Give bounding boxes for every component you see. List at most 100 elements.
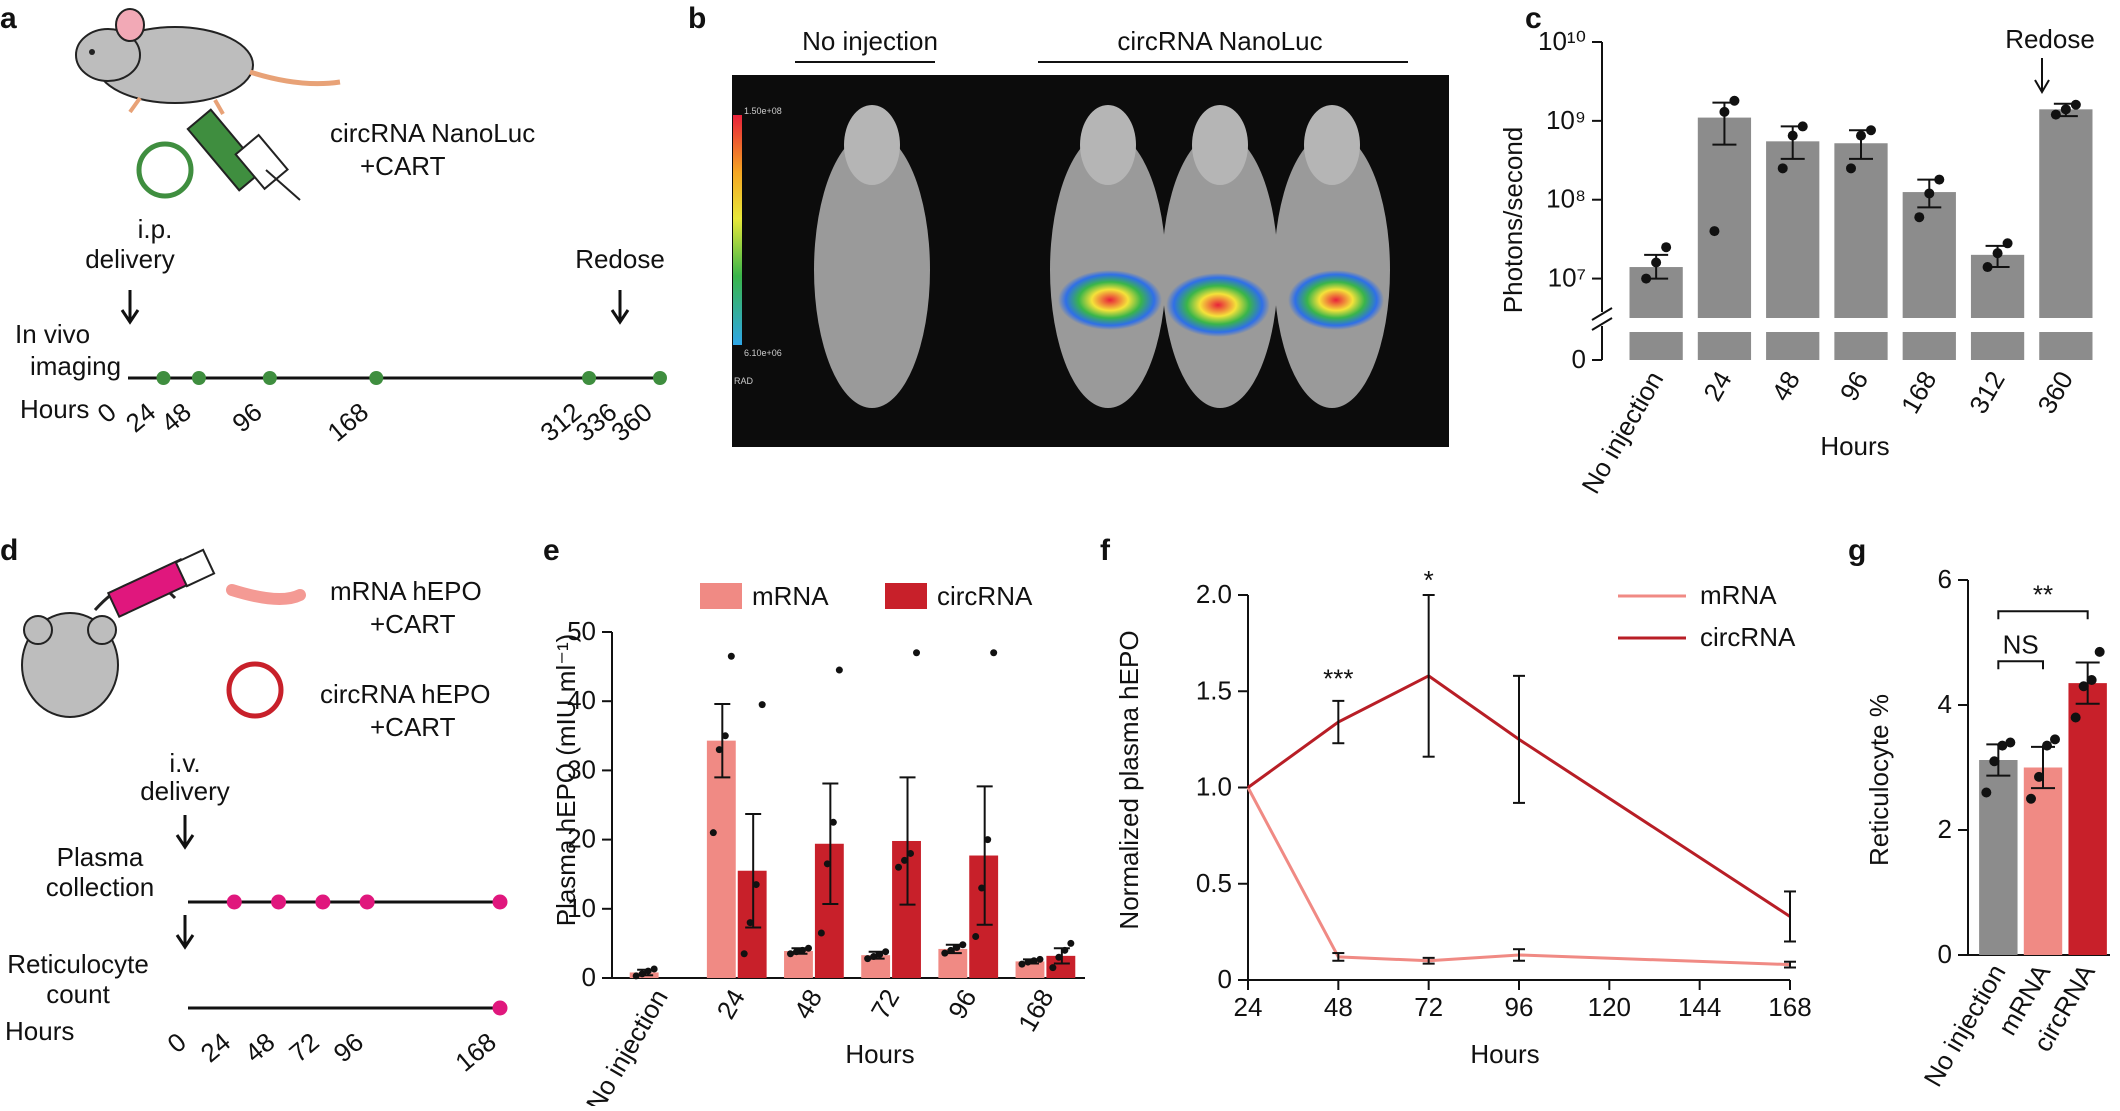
g-yticklabel-0: 0 (1938, 939, 1952, 969)
g-point-1-1 (2034, 771, 2044, 782)
c-yticklabel-2: 10⁸ (1546, 184, 1586, 214)
e-point-0-4-3 (959, 941, 967, 949)
d-retic-dot-168 (492, 1000, 508, 1016)
g-yticklabel-1: 2 (1938, 814, 1952, 844)
c-point-4-0 (1914, 212, 1925, 223)
e-point-0-4-2 (953, 944, 961, 952)
e-point-1-5-1 (1055, 953, 1063, 961)
g-ylabel: Reticulocyte % (1864, 694, 1894, 866)
e-xtick-4: 96 (942, 984, 982, 1024)
a-tick-48: 48 (155, 397, 196, 439)
e-point-1-1-0 (740, 950, 748, 958)
d-mrna-2: +CART (370, 609, 456, 639)
a-dot-24 (156, 371, 171, 385)
panel-f-letter: f (1100, 534, 1111, 567)
d-plasma-dot-72 (315, 894, 331, 910)
d-plasma-dot-24 (226, 894, 242, 910)
e-point-0-4-0 (941, 949, 949, 957)
c-yticklabel-4: 10¹⁰ (1538, 26, 1586, 56)
c-point-6-0 (2050, 109, 2061, 120)
c-point-4-2 (1934, 174, 1945, 185)
e-legend-swatch-1 (885, 583, 927, 609)
f-legend-label-1: circRNA (1700, 622, 1796, 652)
g-point-1-3 (2050, 734, 2060, 745)
c-bar-base-3 (1834, 332, 1888, 360)
c-xtick-4: 168 (1895, 366, 1943, 419)
e-point-1-2-1 (823, 860, 831, 868)
e-ylabel: Plasma hEPO (mIU ml⁻¹) (551, 634, 581, 927)
a-dot-360 (653, 371, 667, 385)
g-point-0-0 (1981, 787, 1992, 798)
g-point-2-3 (2094, 646, 2105, 657)
e-point-0-4-1 (947, 946, 955, 954)
g-point-1-2 (2042, 740, 2052, 751)
panel-a: a circRNA NanoLuc +CART i.p. delivery Re… (0, 2, 667, 447)
e-point-0-3-3 (882, 948, 890, 956)
f-xticklabel-6: 168 (1768, 992, 1811, 1022)
f-xticklabel-2: 72 (1414, 992, 1443, 1022)
c-xtick-1: 24 (1697, 366, 1737, 406)
e-point-1-3-3 (913, 649, 921, 657)
e-point-0-2-2 (798, 946, 806, 954)
e-bar-0-1 (706, 740, 736, 978)
g-point-1-0 (2026, 793, 2036, 804)
d-plasma-dot-96 (359, 894, 375, 910)
f-line-0 (1246, 786, 1791, 967)
c-bar-base-2 (1766, 332, 1820, 360)
c-bar-6 (2039, 109, 2093, 319)
f-yticklabel-3: 1.5 (1196, 675, 1232, 705)
c-xtick-0: No injection (1575, 366, 1669, 499)
d-retic-2: count (46, 979, 110, 1009)
c-point-0-1 (1651, 257, 1662, 268)
panel-a-letter: a (0, 2, 17, 35)
c-point-3-0 (1846, 163, 1856, 174)
circrna-icon (136, 141, 194, 199)
e-yticklabel-3: 30 (567, 754, 596, 784)
c-bar-base-1 (1697, 332, 1752, 360)
b-scale-unit: RAD (734, 376, 754, 386)
g-sig-label-0: NS (2003, 629, 2039, 659)
f-xticklabel-4: 120 (1588, 992, 1631, 1022)
c-xtick-2: 48 (1765, 366, 1805, 406)
b-mouse-3 (1162, 105, 1278, 408)
a-imaging-2: imaging (30, 351, 121, 381)
b-color-scale (733, 115, 742, 345)
c-bar-base-5 (1970, 332, 2025, 360)
g-sig-label-1: ** (2033, 579, 2053, 609)
panel-d-letter: d (0, 534, 18, 567)
e-point-0-3-1 (870, 953, 878, 961)
c-bar-3 (1834, 143, 1888, 318)
f-annotation-1: * (1424, 565, 1434, 595)
g-bar-2 (2068, 683, 2107, 955)
c-yticklabel-1: 10⁷ (1548, 263, 1586, 293)
e-point-0-1-1 (715, 746, 723, 754)
g-sig-bracket-0 (1997, 660, 2044, 670)
syringe-icon-d (106, 548, 216, 619)
d-circ-2: +CART (370, 712, 456, 742)
c-bar-base-0 (1629, 332, 1683, 360)
c-point-5-2 (2002, 238, 2013, 249)
a-delivery-2: delivery (85, 244, 175, 274)
c-bar-base-6 (2039, 332, 2093, 360)
a-tick-24: 24 (120, 397, 161, 439)
panel-e-letter: e (543, 534, 560, 567)
d-tick-72: 72 (283, 1027, 324, 1069)
e-point-0-1-3 (727, 652, 735, 660)
e-point-0-2-0 (786, 950, 794, 958)
g-sig-bracket-1 (1997, 610, 2089, 620)
e-yticklabel-5: 50 (567, 616, 596, 646)
e-yticklabel-4: 40 (567, 685, 596, 715)
a-hours-label: Hours (20, 394, 89, 424)
f-yticklabel-4: 2.0 (1196, 579, 1232, 609)
c-point-2-1 (1787, 130, 1798, 141)
d-tick-96: 96 (328, 1027, 369, 1069)
c-point-5-0 (1982, 262, 1993, 273)
c-xtick-3: 96 (1834, 366, 1874, 406)
f-xticklabel-5: 144 (1678, 992, 1721, 1022)
e-point-1-1-1 (746, 919, 754, 927)
b-scale-bottom: 6.10e+06 (744, 348, 782, 358)
f-xticklabel-1: 48 (1324, 992, 1353, 1022)
e-yticklabel-1: 10 (567, 893, 596, 923)
